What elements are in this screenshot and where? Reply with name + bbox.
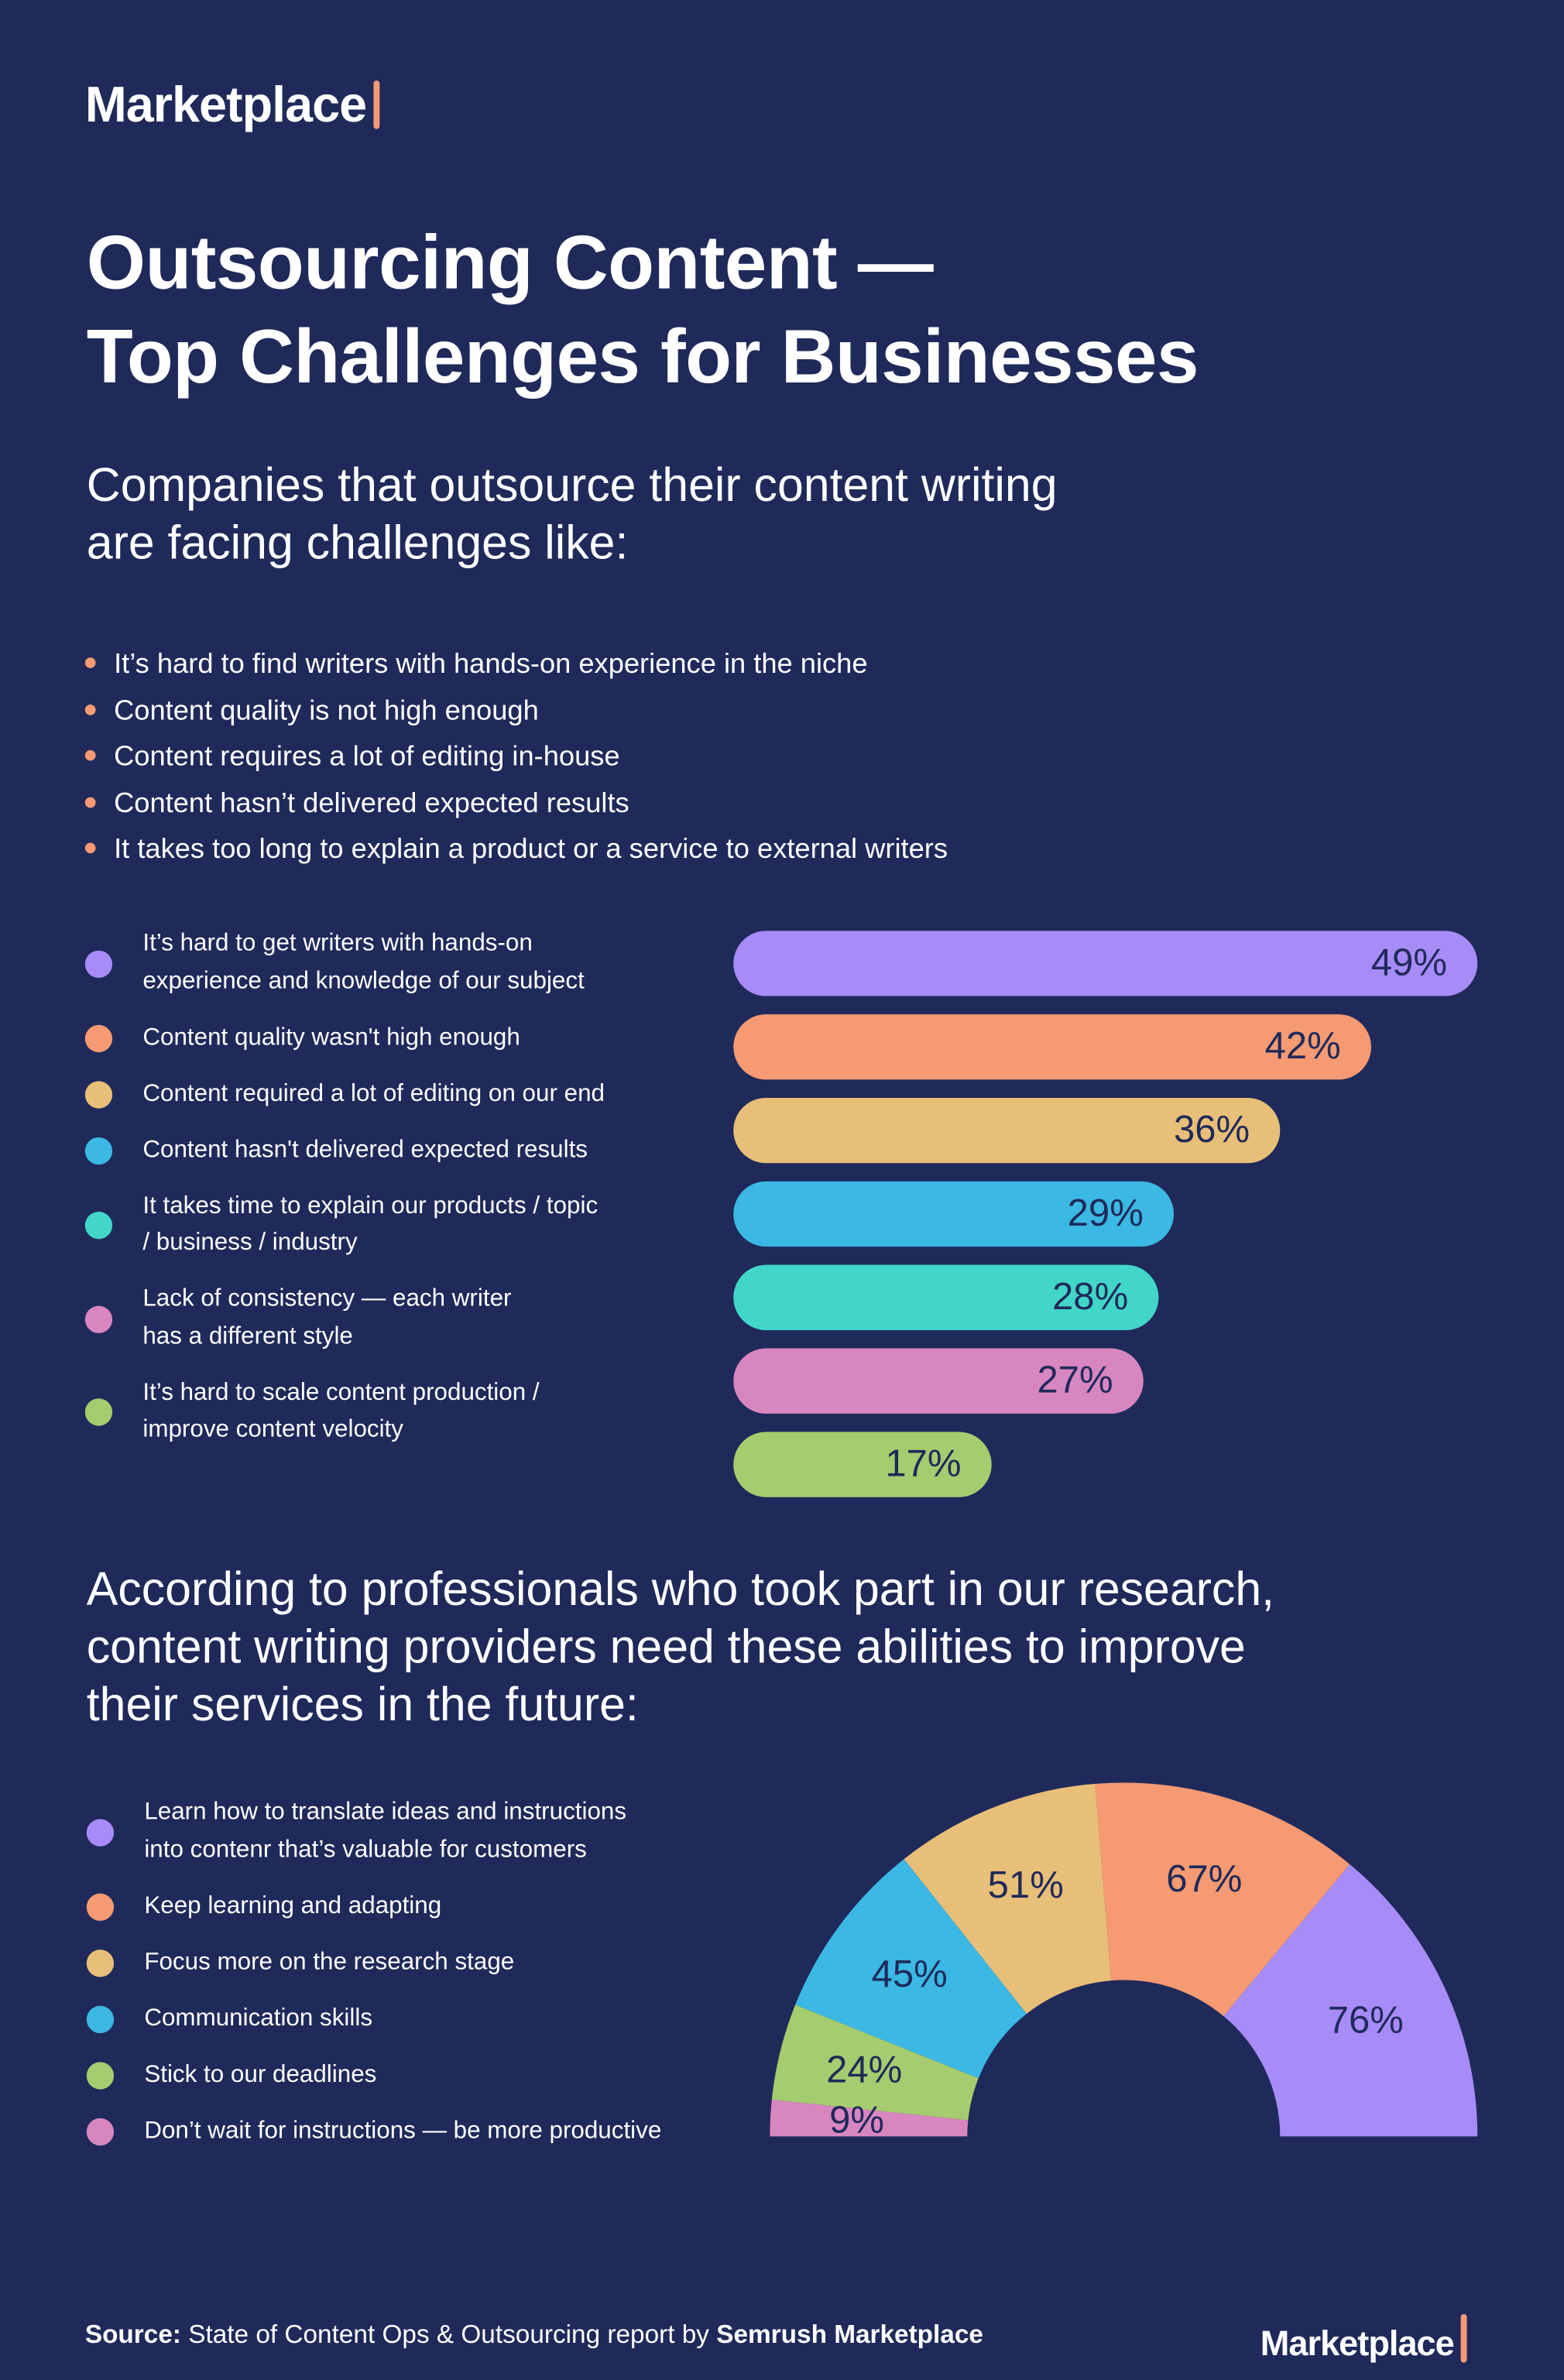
legend-swatch: [84, 1305, 113, 1332]
legend-item: Focus more on the research stage: [86, 1944, 661, 1981]
bar: [733, 1014, 1371, 1080]
legend-swatch: [86, 1893, 115, 1921]
legend-swatch: [84, 1212, 113, 1240]
bar-value-label: 29%: [1068, 1192, 1144, 1234]
legend-swatch: [84, 1398, 113, 1426]
legend-item: Don’t wait for instructions — be more pr…: [86, 2113, 662, 2150]
legend-item: Lack of consistency — each writer has a …: [84, 1281, 605, 1356]
bar: [733, 931, 1478, 996]
legend-swatch: [84, 1137, 113, 1164]
source-text: State of Content Ops & Outsourcing repor…: [188, 2320, 709, 2349]
donut-slice: [795, 1859, 1027, 2079]
donut-slice: [1223, 1864, 1478, 2137]
legend-item: Keep learning and adapting: [86, 1888, 661, 1926]
legend-swatch: [86, 1949, 115, 1977]
footer-logo: Marketplace: [1260, 2314, 1468, 2365]
legend-label: Content quality wasn't high enough: [142, 1024, 520, 1051]
legend-label: It’s hard to scale content production / …: [142, 1379, 540, 1443]
bullet-item: It’s hard to find writers with hands-on …: [85, 641, 948, 688]
legend-swatch: [86, 1818, 115, 1846]
slice-value-label: 24%: [826, 2049, 902, 2090]
legend-item: It’s hard to scale content production / …: [84, 1375, 605, 1449]
legend-label: Focus more on the research stage: [144, 1949, 515, 1975]
donut-slice: [771, 2004, 979, 2121]
legend-label: It’s hard to get writers with hands-on e…: [142, 931, 585, 994]
legend-label: Lack of consistency — each writer has a …: [142, 1286, 512, 1349]
donut-legend: Learn how to translate ideas and instruc…: [86, 1795, 662, 2150]
slice-value-label: 76%: [1328, 2000, 1404, 2042]
slice-value-label: 9%: [829, 2099, 884, 2141]
legend-label: Stick to our deadlines: [144, 2061, 377, 2087]
legend-swatch: [86, 2061, 115, 2090]
source: Source: State of Content Ops & Outsourci…: [85, 2320, 983, 2351]
legend-item: Communication skills: [86, 2001, 661, 2038]
legend-label: Communication skills: [144, 2004, 373, 2032]
legend-swatch: [86, 2118, 115, 2145]
legend-item: Content required a lot of editing on our…: [84, 1076, 605, 1113]
bullet-list: It’s hard to find writers with hands-on …: [85, 641, 948, 873]
bar: [733, 1097, 1281, 1164]
legend-item: It’s hard to get writers with hands-on e…: [84, 926, 605, 1000]
bar: [733, 1432, 992, 1497]
bullet-item: It takes too long to explain a product o…: [85, 827, 948, 873]
legend-label: Don’t wait for instructions — be more pr…: [144, 2117, 662, 2144]
bar: [733, 1181, 1175, 1247]
slice-value-label: 51%: [988, 1864, 1064, 1906]
legend-swatch: [86, 2005, 115, 2033]
slice-value-label: 45%: [872, 1953, 948, 1995]
legend-label: Content hasn't delivered expected result…: [142, 1136, 588, 1163]
bar-value-label: 49%: [1371, 941, 1447, 983]
section-heading: According to professionals who took part…: [86, 1562, 1275, 1731]
logo: Marketplace: [85, 76, 380, 134]
legend-swatch: [84, 1024, 113, 1052]
title: Outsourcing Content — Top Challenges for…: [86, 220, 1199, 400]
bar-value-label: 36%: [1174, 1109, 1250, 1151]
bar: [733, 1348, 1144, 1414]
legend-item: Content hasn't delivered expected result…: [84, 1132, 605, 1169]
bar-value-label: 28%: [1052, 1276, 1128, 1318]
source-label: Source:: [84, 2320, 181, 2349]
legend-swatch: [84, 949, 113, 978]
legend-item: It takes time to explain our products / …: [84, 1188, 605, 1263]
subtitle: Companies that outsource their content w…: [86, 458, 1058, 570]
bar-value-label: 27%: [1037, 1360, 1113, 1401]
legend-label: Learn how to translate ideas and instruc…: [144, 1799, 627, 1863]
legend-item: Stick to our deadlines: [86, 2056, 661, 2094]
legend-label: Keep learning and adapting: [144, 1892, 442, 1919]
legend-swatch: [84, 1080, 113, 1109]
legend-label: It takes time to explain our products / …: [142, 1192, 599, 1256]
legend-item: Content quality wasn't high enough: [84, 1020, 605, 1057]
legend-label: Content required a lot of editing on our…: [142, 1080, 605, 1106]
legend-item: Learn how to translate ideas and instruc…: [86, 1795, 661, 1869]
bar-value-label: 17%: [885, 1442, 961, 1484]
bullet-item: Content requires a lot of editing in-hou…: [85, 734, 948, 780]
slice-value-label: 67%: [1166, 1858, 1242, 1900]
donut-slice: [1095, 1782, 1350, 2016]
bar-value-label: 42%: [1265, 1025, 1341, 1067]
bullet-item: Content hasn’t delivered expected result…: [85, 780, 948, 827]
bar: [733, 1264, 1159, 1331]
donut-slice: [770, 2099, 969, 2137]
source-brand: Semrush Marketplace: [716, 2320, 983, 2349]
donut-slice: [904, 1783, 1111, 2015]
bar-legend: It’s hard to get writers with hands-on e…: [84, 926, 605, 1449]
bullet-item: Content quality is not high enough: [85, 688, 948, 734]
